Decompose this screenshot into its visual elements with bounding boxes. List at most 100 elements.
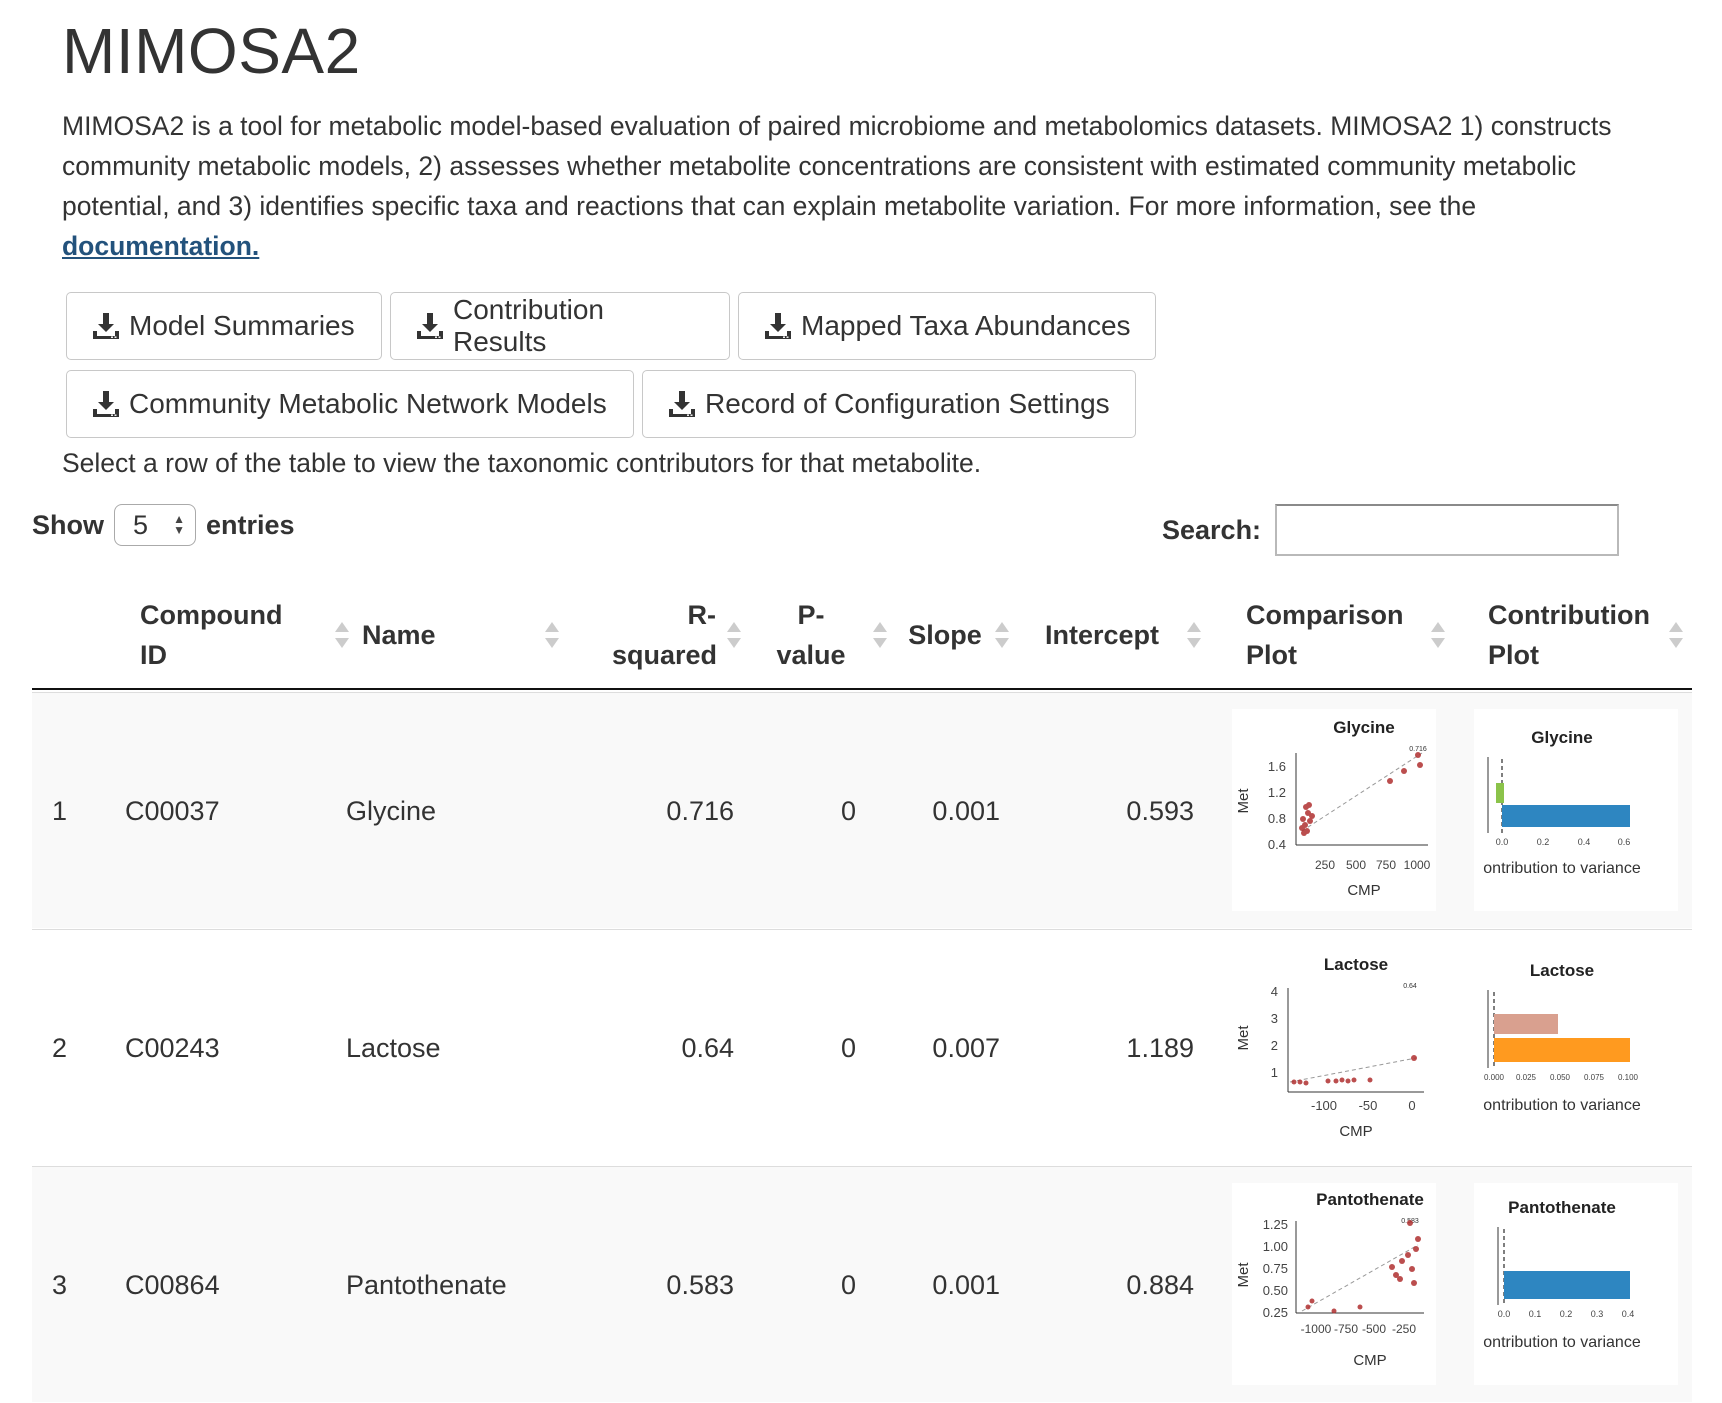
y-tick: 0.4 bbox=[1268, 837, 1286, 852]
x-tick: -100 bbox=[1311, 1098, 1337, 1113]
y-axis-label: Met bbox=[1235, 1025, 1252, 1051]
y-tick: 1.00 bbox=[1263, 1239, 1288, 1254]
contribution-plot-pantothenate: Pantothenate 0.0 0.1 0.2 0.3 0.4 ontribu… bbox=[1474, 1183, 1678, 1385]
column-header-intercept[interactable]: Intercept bbox=[1022, 580, 1202, 690]
y-tick: 0.25 bbox=[1263, 1305, 1288, 1320]
page-length-control: Show 5 ▲ ▼ entries bbox=[32, 504, 295, 546]
slope-cell: 0.001 bbox=[932, 795, 1000, 826]
row-index: 3 bbox=[52, 1269, 68, 1300]
page-length-select[interactable]: 5 ▲ ▼ bbox=[114, 504, 196, 546]
x-tick: 500 bbox=[1346, 858, 1366, 872]
x-tick: -250 bbox=[1392, 1322, 1416, 1336]
x-tick: 0.050 bbox=[1550, 1073, 1571, 1082]
sort-icon bbox=[334, 620, 350, 650]
r-squared-cell: 0.64 bbox=[681, 1032, 734, 1063]
sort-icon bbox=[544, 620, 560, 650]
y-tick: 1.6 bbox=[1268, 759, 1286, 774]
row-index: 2 bbox=[52, 1032, 68, 1063]
y-tick: 0.75 bbox=[1263, 1261, 1288, 1276]
y-tick: 4 bbox=[1271, 984, 1278, 999]
x-tick: 0.3 bbox=[1591, 1309, 1604, 1319]
x-tick: -500 bbox=[1362, 1322, 1386, 1336]
contribution-bar bbox=[1504, 1271, 1630, 1299]
column-header-p-value[interactable]: P-value bbox=[754, 580, 888, 690]
column-header-r-squared[interactable]: R-squared bbox=[572, 580, 742, 690]
table-row[interactable]: 3 C00864 Pantothenate 0.583 0 0.001 0.88… bbox=[32, 1166, 1692, 1402]
compound-id-cell: C00864 bbox=[125, 1269, 220, 1300]
table-hint: Select a row of the table to view the ta… bbox=[62, 448, 982, 478]
y-tick: 2 bbox=[1271, 1038, 1278, 1053]
column-header-name[interactable]: Name bbox=[362, 580, 560, 690]
compound-id-cell: C00243 bbox=[125, 1032, 220, 1063]
column-header-slope[interactable]: Slope bbox=[900, 580, 1010, 690]
x-tick: -1000 bbox=[1301, 1322, 1332, 1336]
x-axis-label: CMP bbox=[1353, 1352, 1386, 1369]
column-header-compound-id[interactable]: Compound ID bbox=[140, 580, 350, 690]
download-mapped-taxa-button[interactable]: Mapped Taxa Abundances bbox=[738, 292, 1156, 360]
name-cell: Pantothenate bbox=[346, 1269, 507, 1300]
x-axis-label: CMP bbox=[1347, 882, 1380, 899]
y-tick: 1.25 bbox=[1263, 1217, 1288, 1232]
download-contribution-results-button[interactable]: Contribution Results bbox=[390, 292, 730, 360]
x-tick: 0.2 bbox=[1537, 837, 1550, 847]
compound-id-cell: C00037 bbox=[125, 795, 220, 826]
download-network-models-button[interactable]: Community Metabolic Network Models bbox=[66, 370, 634, 438]
column-header-comparison-plot[interactable]: Comparison Plot bbox=[1246, 580, 1446, 690]
download-config-record-button[interactable]: Record of Configuration Settings bbox=[642, 370, 1136, 438]
x-tick: 0.000 bbox=[1484, 1073, 1505, 1082]
sort-icon bbox=[1668, 620, 1684, 650]
x-tick: 0.4 bbox=[1622, 1309, 1635, 1319]
download-icon bbox=[417, 313, 443, 339]
x-tick: 0.1 bbox=[1529, 1309, 1542, 1319]
x-tick: 0 bbox=[1408, 1098, 1415, 1113]
slope-cell: 0.001 bbox=[932, 1269, 1000, 1300]
p-value-cell: 0 bbox=[840, 1269, 856, 1300]
intro-text: MIMOSA2 is a tool for metabolic model-ba… bbox=[62, 111, 1612, 261]
comparison-plot-lactose: Lactose Met 4 3 2 1 -100 -50 0 CMP 0.64 bbox=[1232, 946, 1436, 1148]
x-tick: 1000 bbox=[1404, 858, 1431, 872]
table-search: Search: bbox=[1162, 504, 1620, 556]
x-tick: 0.0 bbox=[1496, 837, 1509, 847]
x-tick: 0.100 bbox=[1618, 1073, 1639, 1082]
contribution-plot-glycine: Glycine 0.0 0.2 0.4 0.6 ontribution to v… bbox=[1474, 709, 1678, 911]
r-squared-cell: 0.583 bbox=[666, 1269, 734, 1300]
download-model-summaries-button[interactable]: Model Summaries bbox=[66, 292, 382, 360]
contribution-plot-title: Glycine bbox=[1531, 728, 1592, 747]
x-tick: 0.4 bbox=[1578, 837, 1591, 847]
contribution-x-label: ontribution to variance bbox=[1483, 860, 1641, 877]
x-tick: 0.025 bbox=[1516, 1073, 1537, 1082]
intercept-cell: 1.189 bbox=[1126, 1032, 1194, 1063]
contribution-bar bbox=[1494, 1014, 1558, 1034]
y-tick: 0.8 bbox=[1268, 811, 1286, 826]
intercept-cell: 0.593 bbox=[1126, 795, 1194, 826]
sort-icon bbox=[1186, 620, 1202, 650]
contribution-bar bbox=[1496, 783, 1504, 803]
comparison-plot-glycine: Glycine Met 1.6 1.2 0.8 0.4 250 500 750 … bbox=[1232, 709, 1436, 911]
p-value-cell: 0 bbox=[840, 795, 856, 826]
y-axis-label: Met bbox=[1235, 788, 1252, 814]
search-input[interactable] bbox=[1275, 504, 1620, 556]
x-tick: 250 bbox=[1315, 858, 1335, 872]
table-row[interactable]: 2 C00243 Lactose 0.64 0 0.007 1.189 Lact… bbox=[32, 929, 1692, 1165]
column-header-contribution-plot[interactable]: Contribution Plot bbox=[1488, 580, 1684, 690]
x-axis-label: CMP bbox=[1339, 1123, 1372, 1140]
download-icon bbox=[93, 313, 119, 339]
y-tick: 3 bbox=[1271, 1011, 1278, 1026]
x-tick: 0.0 bbox=[1498, 1309, 1511, 1319]
sort-icon bbox=[726, 620, 742, 650]
y-tick: 0.50 bbox=[1263, 1283, 1288, 1298]
x-tick: -750 bbox=[1334, 1322, 1358, 1336]
sort-icon bbox=[994, 620, 1010, 650]
comparison-plot-title: Pantothenate bbox=[1316, 1190, 1424, 1209]
intercept-cell: 0.884 bbox=[1126, 1269, 1194, 1300]
table-row[interactable]: 1 C00037 Glycine 0.716 0 0.001 0.593 Gly… bbox=[32, 692, 1692, 928]
comparison-plot-pantothenate: Pantothenate Met 1.25 1.00 0.75 0.50 0.2… bbox=[1232, 1183, 1436, 1385]
x-tick: -50 bbox=[1359, 1098, 1378, 1113]
comparison-plot-title: Lactose bbox=[1324, 955, 1388, 974]
page-title: MIMOSA2 bbox=[62, 15, 361, 87]
r-squared-annotation: 0.64 bbox=[1403, 983, 1417, 990]
x-tick: 0.075 bbox=[1584, 1073, 1605, 1082]
download-icon bbox=[765, 313, 791, 339]
documentation-link[interactable]: documentation. bbox=[62, 231, 260, 261]
x-tick: 0.2 bbox=[1560, 1309, 1573, 1319]
